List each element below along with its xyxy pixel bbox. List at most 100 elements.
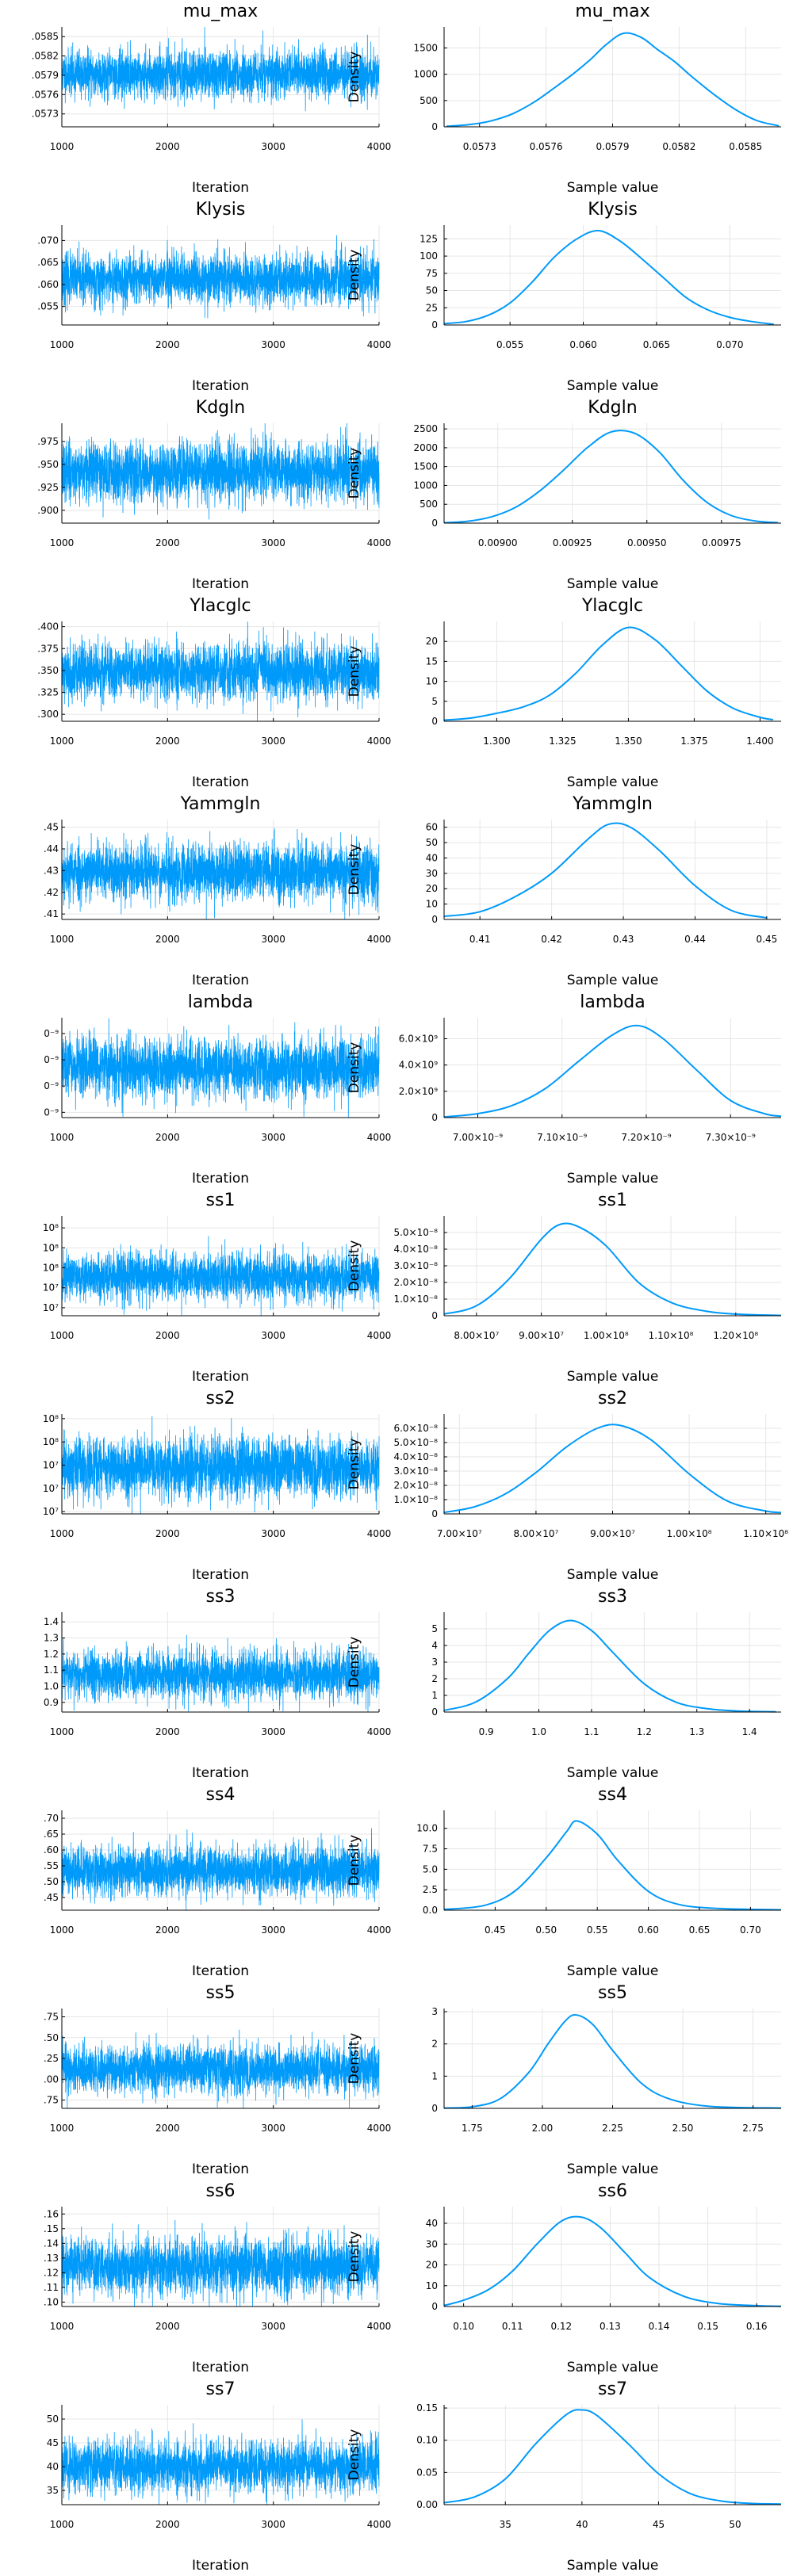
density-plot: 0.41 0.42 0.43 0.44 0.45 0 10 20 30 40 50 60 Yammgln…	[347, 794, 781, 988]
x-tick-label: 1.00×10⁸	[584, 1330, 629, 1341]
density-x-label: Sample value	[567, 1369, 659, 1385]
x-tick-label: 0.00975	[702, 537, 741, 548]
density-x-label: Sample value	[567, 2558, 659, 2574]
trace-title: ss4	[206, 1785, 236, 1805]
y-tick-label: 0.9	[44, 1697, 59, 1708]
x-tick-label: 4000	[367, 1726, 392, 1737]
chart-row-Yammgln: 1000 2000 3000 4000.41.42.43.44.45YammglnIt…	[44, 794, 781, 988]
density-series	[443, 1619, 776, 1713]
trace-title: ss5	[206, 1983, 236, 2003]
y-tick-label: .45	[44, 1892, 59, 1903]
density-title: lambda	[580, 992, 645, 1012]
y-tick-label: 0	[431, 121, 438, 132]
x-tick-label: 2000	[155, 2321, 180, 2332]
y-tick-label: .15	[44, 2223, 59, 2234]
density-x-label: Sample value	[567, 1567, 659, 1583]
density-y-label: Density	[347, 646, 362, 698]
x-tick-label: 1000	[50, 2321, 75, 2332]
y-tick-label: 0	[431, 1508, 438, 1519]
x-tick-label: 1.400	[746, 736, 773, 747]
trace-x-label: Iteration	[192, 576, 249, 592]
y-tick-label: 500	[419, 95, 438, 106]
y-tick-label: 25	[426, 302, 438, 313]
trace-x-label: Iteration	[192, 378, 249, 394]
y-tick-label: .60	[44, 1844, 59, 1856]
x-tick-label: 2.75	[742, 2123, 764, 2134]
y-tick-label: 10⁸	[43, 1413, 59, 1424]
y-tick-label: .975	[37, 436, 59, 447]
density-series	[443, 430, 779, 524]
trace-series	[61, 422, 380, 520]
y-tick-label: 0	[431, 1310, 438, 1321]
density-title: mu_max	[575, 2, 649, 21]
x-tick-label: 1.300	[483, 736, 510, 747]
density-y-label: Density	[347, 2033, 362, 2085]
density-series	[443, 1424, 782, 1514]
x-tick-label: 1.75	[462, 2123, 483, 2134]
x-tick-label: 0.55	[587, 1924, 608, 1936]
x-tick-label: 3000	[261, 2123, 285, 2134]
density-x-label: Sample value	[567, 2161, 659, 2177]
x-tick-label: 2000	[155, 339, 180, 350]
x-tick-label: 3000	[261, 1132, 285, 1143]
y-tick-label: 60	[426, 822, 438, 833]
trace-x-label: Iteration	[192, 2161, 249, 2177]
y-tick-label: 10⁸	[43, 1263, 59, 1274]
trace-series	[61, 621, 380, 722]
x-tick-label: 1.325	[549, 736, 576, 747]
x-tick-label: 1000	[50, 1726, 75, 1737]
x-tick-label: 4000	[367, 1528, 392, 1539]
y-tick-label: 1.0×10⁻⁸	[393, 1494, 438, 1505]
trace-series	[61, 1416, 380, 1515]
chart-row-Ylacglc: 1000 2000 3000 4000 .300 .325 .350 .375 .400 Ylac…	[37, 596, 781, 790]
y-tick-label: .50	[44, 2032, 59, 2043]
y-tick-label: 2500	[413, 423, 438, 434]
density-plot: 0.9 1.0 1.1 1.2 1.3 1.4 0 1 2 3 4 5 ss3 Sample value D…	[347, 1587, 781, 1781]
x-tick-label: 0.45	[757, 934, 778, 945]
x-tick-label: 4000	[367, 2519, 392, 2530]
trace-x-label: Iteration	[192, 1765, 249, 1781]
chart-row-ss7: 1000 2000 3000 4000 35 40 45 50 ss7 Iteration 35 40…	[47, 2379, 782, 2574]
density-x-label: Sample value	[567, 2360, 659, 2375]
x-tick-label: 0.070	[716, 339, 743, 350]
y-tick-label: 10⁷	[43, 1506, 59, 1517]
x-tick-label: 0.11	[502, 2321, 523, 2332]
density-plot: 0.10 0.11 0.12 0.13 0.14 0.15 0.16 0 10 20 30 40 ss6…	[347, 2181, 782, 2375]
y-tick-label: 10⁷	[43, 1282, 59, 1294]
x-tick-label: 1000	[50, 537, 75, 548]
chart-row-lambda: 1000 2000 3000 4000 0⁻⁹ 0⁻⁹ 0⁻⁹ 0⁻⁹ lambda Iterat…	[44, 992, 782, 1187]
x-tick-label: 2000	[155, 1330, 180, 1341]
y-tick-label: 2.0×10⁹	[399, 1086, 438, 1097]
density-series	[443, 2409, 782, 2505]
x-tick-label: 3000	[261, 537, 285, 548]
x-tick-label: 2000	[155, 1726, 180, 1737]
x-tick-label: 4000	[367, 736, 392, 747]
density-title: Yammgln	[572, 794, 653, 814]
density-y-label: Density	[347, 2429, 362, 2481]
density-title: Ylacglc	[581, 596, 643, 616]
y-tick-label: 3.0×10⁻⁸	[393, 1260, 438, 1271]
chart-row-Klysis: 1000 2000 3000 4000.055.060.065.070KlysisIt…	[37, 200, 781, 394]
trace-title: Ylacglc	[189, 596, 251, 616]
density-plot: 1.300 1.325 1.350 1.375 1.400 0 5 10 15 20 Ylacglc…	[347, 596, 781, 790]
y-tick-label: .300	[37, 709, 59, 720]
y-tick-label: 0	[431, 914, 438, 925]
trace-x-label: Iteration	[192, 2360, 249, 2375]
y-tick-label: 1.1	[44, 1664, 59, 1676]
y-tick-label: 6.0×10⁻⁸	[393, 1423, 438, 1434]
density-plot: 1.75 2.00 2.25 2.50 2.75 0 1 2 3 ss5 Sample value D…	[347, 1983, 782, 2177]
density-x-label: Sample value	[567, 1765, 659, 1781]
density-y-label: Density	[347, 1835, 362, 1886]
y-tick-label: 1.3	[44, 1633, 59, 1644]
y-tick-label: 0.15	[416, 2402, 438, 2414]
density-title: ss4	[598, 1785, 627, 1805]
trace-plot: 1000 2000 3000 4000 35 40 45 50 ss7 Iteration	[47, 2379, 392, 2574]
y-tick-label: 4.0×10⁻⁸	[393, 1244, 438, 1255]
y-tick-label: 20	[426, 2260, 438, 2271]
y-tick-label: 2	[431, 1673, 438, 1684]
x-tick-label: 0.055	[496, 339, 523, 350]
density-title: ss6	[598, 2181, 627, 2201]
trace-title: ss7	[206, 2379, 236, 2399]
chart-row-ss3: 1000 2000 3000 4000 0.9 1.0 1.1 1.2 1.3 1.4 ss3 Ite…	[44, 1587, 781, 1781]
x-tick-label: 1000	[50, 2519, 75, 2530]
